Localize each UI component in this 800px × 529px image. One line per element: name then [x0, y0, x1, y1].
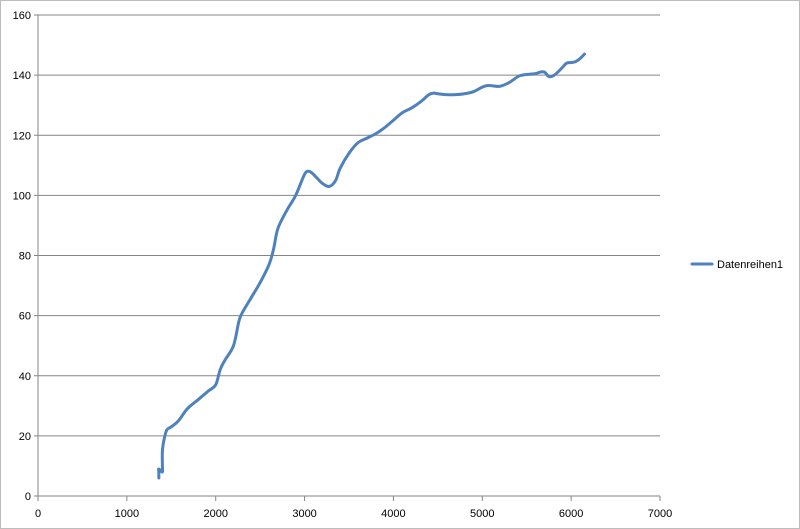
- y-tick-label: 120: [13, 130, 31, 142]
- y-tick-label: 100: [13, 190, 31, 202]
- x-tick-label: 4000: [381, 508, 405, 520]
- x-tick-label: 2000: [203, 508, 227, 520]
- x-axis-tick-labels: 0 1000 2000 3000 4000 5000 6000 7000: [35, 508, 672, 520]
- x-tick-label: 1000: [115, 508, 139, 520]
- legend: Datenreihen1: [690, 259, 783, 271]
- gridlines: [38, 14, 660, 437]
- series-lines: [157, 52, 586, 480]
- axes: [34, 14, 661, 501]
- y-tick-label: 80: [19, 251, 31, 263]
- y-tick-label: 40: [19, 371, 31, 383]
- series-line-0: [157, 52, 586, 480]
- x-tick-label: 5000: [470, 508, 494, 520]
- legend-label: Datenreihen1: [717, 259, 783, 271]
- y-tick-label: 140: [13, 70, 31, 82]
- y-axis-tick-labels: 0 20 40 60 80 100 120 140 160: [13, 10, 31, 503]
- x-tick-label: 6000: [559, 508, 583, 520]
- y-tick-label: 160: [13, 10, 31, 22]
- x-tick-label: 7000: [648, 508, 672, 520]
- y-tick-label: 20: [19, 431, 31, 443]
- y-tick-label: 0: [25, 491, 31, 503]
- y-tick-label: 60: [19, 311, 31, 323]
- x-tick-label: 0: [35, 508, 41, 520]
- x-tick-label: 3000: [292, 508, 316, 520]
